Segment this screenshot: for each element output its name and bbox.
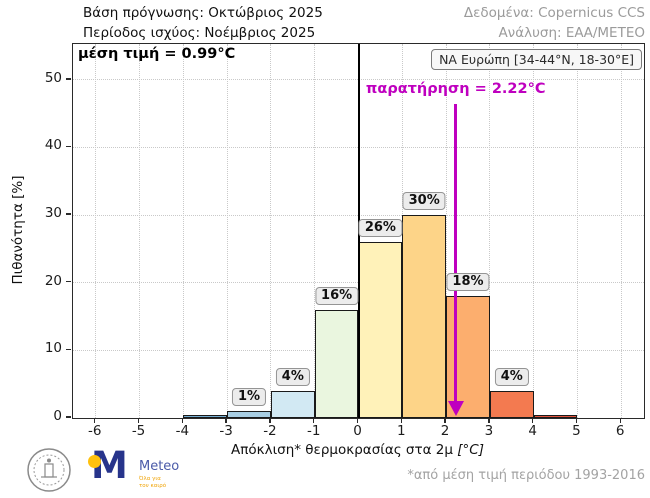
meteo-tagline: Όλα για τον καιρό (139, 476, 167, 489)
meteo-name-label: Meteo (139, 459, 180, 474)
observation-arrowhead-icon (447, 401, 464, 416)
x-gridline (95, 44, 97, 418)
x-gridline (270, 44, 272, 418)
x-tick-label: 3 (484, 423, 494, 439)
y-tick-label: 50 (44, 69, 62, 86)
x-tick-mark (400, 418, 402, 423)
histogram-bar (183, 415, 228, 418)
x-gridline (226, 44, 228, 418)
histogram-bar (270, 390, 315, 418)
x-tick-mark (313, 418, 315, 423)
y-tick-label: 0 (53, 408, 62, 424)
mean-value-label: μέση τιμή = 0.99°C (78, 46, 236, 62)
bar-value-label: 30% (402, 192, 446, 211)
x-tick-mark (488, 418, 490, 423)
histogram-bar (358, 242, 403, 418)
y-tick-mark (66, 78, 71, 80)
plot-area: 1% 4% 16% 26% 30% 18% 4% μέση τιμή = 0.99°C πα… (72, 43, 645, 419)
forecast-base-label: Βάση πρόγνωσης: Οκτώβριος 2025 (83, 5, 323, 21)
histogram-bar (533, 415, 578, 418)
y-tick-mark (66, 145, 71, 148)
header-left: Βάση πρόγνωσης: Οκτώβριος 2025 Περίοδος … (83, 3, 323, 43)
bar-value-label: 18% (446, 273, 490, 292)
region-box: ΝΑ Ευρώπη [34-44°N, 18-30°E] (431, 49, 642, 70)
zero-reference-line (357, 44, 360, 418)
x-gridline (445, 44, 447, 418)
y-axis-title: Πιθανότητα [%] (10, 175, 26, 285)
analysis-label: Ανάλυση: ΕΑΑ/ΜΕΤΕΟ (498, 25, 645, 41)
x-axis-title-main: Απόκλιση* θερμοκρασίας στα 2μ (231, 442, 453, 458)
y-tick-mark (66, 348, 71, 351)
meteo-logo: M Meteo Όλα για τον καιρό (86, 444, 196, 497)
x-tick-mark (619, 418, 621, 423)
x-tick-mark (356, 418, 359, 423)
y-tick-mark (66, 213, 71, 215)
x-tick-mark (269, 418, 271, 423)
bar-value-label: 16% (315, 286, 359, 305)
x-tick-mark (181, 418, 184, 423)
x-axis-title-unit: [°C] (457, 442, 484, 458)
x-gridline (533, 44, 535, 418)
x-tick-mark (575, 418, 578, 423)
meteo-sun-dot-icon (88, 455, 101, 468)
histogram-bar (446, 296, 490, 418)
x-tick-label: 1 (396, 423, 406, 439)
y-tick-label: 40 (44, 137, 62, 154)
histogram-bar (489, 390, 534, 418)
observation-label: παρατήρηση = 2.22°C (365, 81, 546, 97)
y-tick-mark (66, 281, 71, 283)
x-tick-label: 0 (353, 423, 362, 439)
y-tick-label: 20 (44, 272, 62, 289)
x-gridline (576, 44, 578, 418)
data-source-label: Δεδομένα: Copernicus CCS (463, 5, 645, 21)
x-gridline (139, 44, 141, 418)
x-axis-title: Απόκλιση* θερμοκρασίας στα 2μ [°C] (72, 442, 643, 458)
bar-value-label: 1% (231, 388, 267, 407)
x-tick-label: -1 (306, 423, 321, 439)
x-gridline (182, 44, 184, 418)
x-tick-label: -6 (88, 423, 102, 439)
x-tick-mark (137, 418, 140, 423)
y-tick-mark (66, 416, 71, 418)
x-gridline (489, 44, 491, 418)
x-tick-label: 4 (528, 423, 537, 439)
footnote-label: *από μέση τιμή περιόδου 1993-2016 (407, 468, 645, 483)
bar-value-label: 4% (275, 367, 310, 386)
histogram-bar (314, 309, 359, 418)
histogram-bar (402, 215, 447, 418)
x-tick-label: -4 (175, 423, 190, 439)
x-tick-mark (531, 418, 534, 423)
header-right: Δεδομένα: Copernicus CCS Ανάλυση: ΕΑΑ/ΜΕ… (464, 3, 645, 43)
x-tick-label: -3 (219, 423, 233, 439)
y-tick-label: 10 (44, 340, 62, 357)
x-tick-label: 6 (615, 423, 625, 439)
x-tick-label: 5 (572, 423, 581, 439)
observation-arrow-line (454, 104, 458, 401)
x-gridline (314, 44, 316, 418)
x-tick-mark (444, 418, 446, 423)
bar-value-label: 4% (494, 367, 529, 386)
x-tick-mark (94, 418, 96, 423)
x-gridline (620, 44, 622, 418)
y-tick-label: 30 (44, 205, 62, 222)
x-tick-label: -2 (263, 423, 277, 439)
observatory-seal-logo (27, 448, 71, 492)
x-tick-label: -5 (131, 423, 146, 439)
x-tick-label: 2 (440, 423, 450, 439)
bar-value-label: 26% (358, 219, 402, 238)
valid-period-label: Περίοδος ισχύος: Νοέμβριος 2025 (83, 25, 316, 41)
histogram-bar (227, 411, 271, 418)
x-tick-mark (225, 418, 227, 423)
